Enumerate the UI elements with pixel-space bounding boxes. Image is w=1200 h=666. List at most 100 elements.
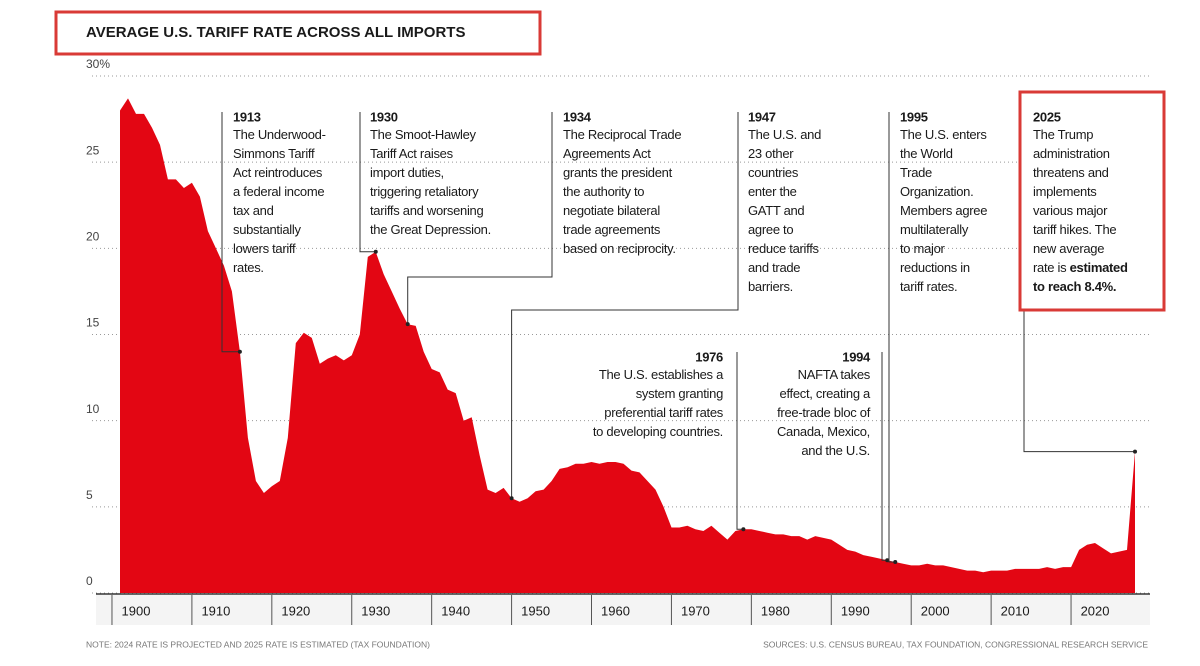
annotation-text: substantially [233, 222, 301, 237]
annotation-text: Organization. [900, 184, 973, 199]
annotation-run: The Smoot-Hawley [370, 127, 477, 142]
y-tick-label: 10 [86, 402, 100, 416]
annotation-text: enter the [748, 184, 797, 199]
annotation-run: Tariff Act raises [370, 146, 454, 161]
annotation-point [373, 249, 378, 254]
annotation-text: The U.S. and [748, 127, 821, 142]
annotation-run: tax and [233, 203, 274, 218]
annotation-text: reductions in [900, 260, 970, 275]
annotation-year: 1976 [695, 349, 723, 364]
annotation-text: to developing countries. [593, 424, 723, 439]
annotation-point [1133, 449, 1138, 454]
annotation-point [893, 559, 898, 564]
annotation-text: tariff rates. [900, 279, 957, 294]
annotation-run: tariff hikes. The [1033, 222, 1116, 237]
annotation-point [237, 349, 242, 354]
annotation-run: trade agreements [563, 222, 661, 237]
x-tick-label: 1980 [761, 603, 790, 618]
annotation-point [405, 322, 410, 327]
annotation-text: tax and [233, 203, 274, 218]
x-tick-label: 2000 [921, 603, 950, 618]
annotation-text: countries [748, 165, 799, 180]
x-tick-label: 1960 [601, 603, 630, 618]
leader-line [888, 112, 896, 563]
annotation-run: triggering retaliatory [370, 184, 479, 199]
title-box [54, 10, 542, 56]
annotation-text: NAFTA takes [798, 367, 871, 382]
annotation-run: lowers tariff [233, 241, 296, 256]
annotation-text: free-trade bloc of [777, 405, 871, 420]
x-tick-label: 1990 [841, 603, 870, 618]
annotation-run: The Reciprocal Trade [563, 127, 681, 142]
annotation-text: negotiate bilateral [563, 203, 660, 218]
annotation-run: administration [1033, 146, 1110, 161]
annotation-text: reduce tariffs [748, 241, 820, 256]
annotation-text: and trade [748, 260, 800, 275]
chart-title: AVERAGE U.S. TARIFF RATE ACROSS ALL IMPO… [86, 24, 465, 41]
annotation-text: lowers tariff [233, 241, 296, 256]
annotation-run: estimated [1070, 260, 1128, 275]
annotation-text: threatens and [1033, 165, 1109, 180]
annotation-run: tariff rates. [900, 279, 957, 294]
annotation-run: Act reintroduces [233, 165, 323, 180]
annotation-run: substantially [233, 222, 301, 237]
x-tick-label: 2010 [1001, 603, 1030, 618]
annotation-point [885, 558, 890, 563]
annotation-run: 23 other [748, 146, 794, 161]
annotation-text: effect, creating a [780, 386, 872, 401]
annotation-text: Members agree [900, 203, 987, 218]
annotation-point [509, 496, 514, 501]
annotation-run: rate is [1033, 260, 1070, 275]
annotation-run: Canada, Mexico, [777, 424, 870, 439]
annotation-run: implements [1033, 184, 1097, 199]
annotation-text: based on reciprocity. [563, 241, 676, 256]
annotation-text: the authority to [563, 184, 644, 199]
y-tick-label: 0 [86, 574, 93, 588]
annotation-run: to reach 8.4%. [1033, 279, 1116, 294]
annotation-text: to major [900, 241, 946, 256]
annotation-text: administration [1033, 146, 1110, 161]
annotation-run: preferential tariff rates [604, 405, 724, 420]
annotation-text: Agreements Act [563, 146, 651, 161]
annotation-text: The Underwood- [233, 127, 326, 142]
annotation-run: negotiate bilateral [563, 203, 660, 218]
y-tick-label: 5 [86, 488, 93, 502]
annotation-text: barriers. [748, 279, 793, 294]
annotation-text: Simmons Tariff [233, 146, 315, 161]
annotation-text: Act reintroduces [233, 165, 323, 180]
annotation-text: preferential tariff rates [604, 405, 724, 420]
x-tick-label: 1970 [681, 603, 710, 618]
annotation-text: the Great Depression. [370, 222, 491, 237]
annotation-run: the Great Depression. [370, 222, 491, 237]
annotation-text: GATT and [748, 203, 804, 218]
annotation-text: The Trump [1033, 127, 1093, 142]
annotation-text: grants the president [563, 165, 673, 180]
annotation-run: threatens and [1033, 165, 1109, 180]
annotation-text: implements [1033, 184, 1097, 199]
x-tick-label: 1950 [521, 603, 550, 618]
annotation-text: and the U.S. [801, 443, 870, 458]
annotation-text: tariffs and worsening [370, 203, 483, 218]
annotation-text: agree to [748, 222, 793, 237]
annotation-run: reductions in [900, 260, 970, 275]
annotation-run: The U.S. establishes a [599, 367, 724, 382]
annotation-run: a federal income [233, 184, 324, 199]
x-tick-label: 1910 [201, 603, 230, 618]
annotation-run: tariffs and worsening [370, 203, 483, 218]
annotation-text: new average [1033, 241, 1104, 256]
annotation-box [1018, 90, 1166, 312]
annotation-run: various major [1033, 203, 1108, 218]
annotation-run: the World [900, 146, 953, 161]
annotation-run: The Trump [1033, 127, 1093, 142]
leader-line [736, 352, 744, 530]
annotation-run: free-trade bloc of [777, 405, 871, 420]
annotation-year: 1995 [900, 109, 928, 124]
annotation-year: 1930 [370, 109, 398, 124]
annotation-run: and trade [748, 260, 800, 275]
annotation-run: and the U.S. [801, 443, 870, 458]
x-tick-label: 1920 [281, 603, 310, 618]
annotation-run: import duties, [370, 165, 444, 180]
annotation-run: Organization. [900, 184, 973, 199]
leader-line [359, 112, 376, 253]
annotation-run: The Underwood- [233, 127, 326, 142]
